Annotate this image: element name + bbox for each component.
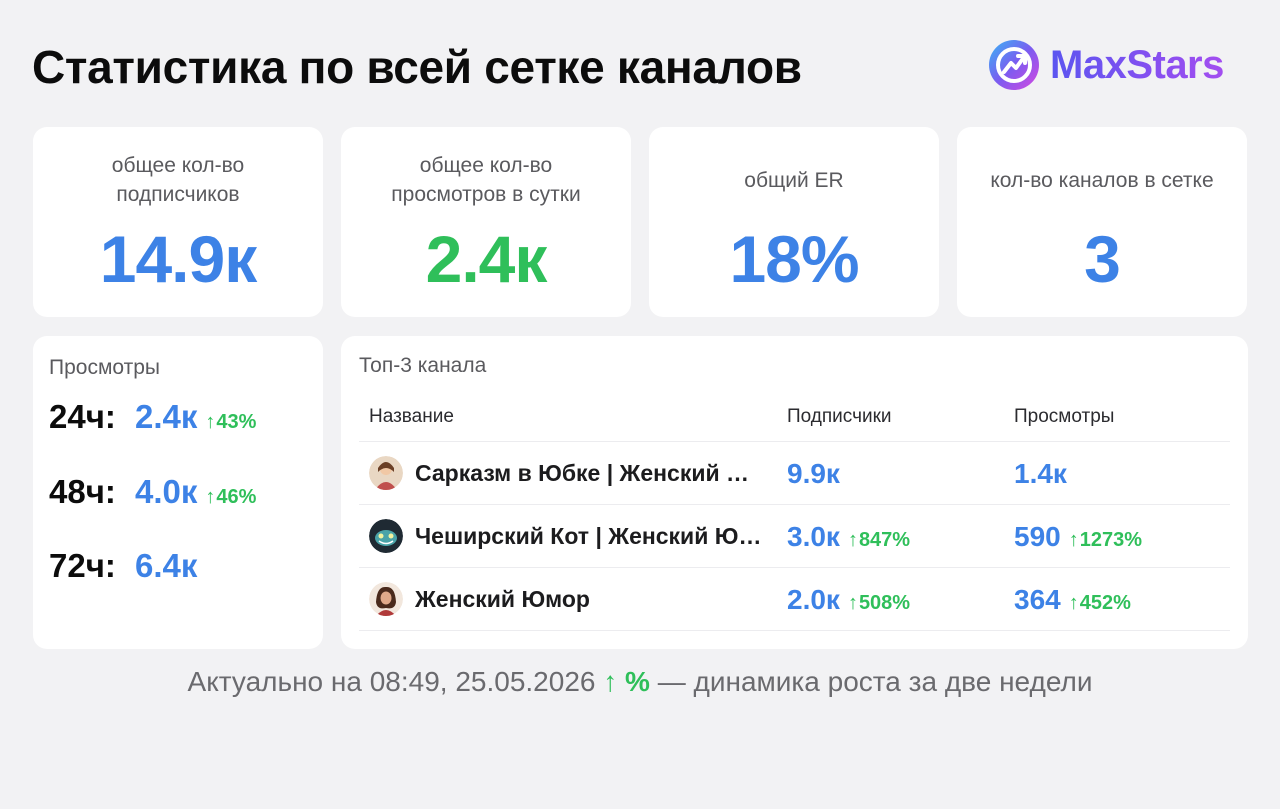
arrow-up-icon: ↑ xyxy=(205,486,216,508)
top-section-label: Топ-3 канала xyxy=(359,354,487,377)
brand-name: MaxStars xyxy=(1050,42,1224,87)
stat-label: общий ER xyxy=(744,168,844,192)
stat-card-daily-views: общее кол-во просмотров в сутки 2.4к xyxy=(341,127,631,317)
subscribers-value: 2.0к xyxy=(787,584,840,615)
views-row-24h: 24ч: 2.4к ↑43% xyxy=(49,398,256,436)
views-period: 48ч: xyxy=(49,473,116,510)
channel-name: Сарказм в Юбке | Женский Юмор xyxy=(415,460,765,486)
channel-name: Женский Юмор xyxy=(415,586,590,612)
views-value: 6.4к xyxy=(135,547,198,584)
table-row[interactable]: Чеширский Кот | Женский Юмор 3.0к ↑847% … xyxy=(359,505,1230,568)
stat-label: общее кол-во подписчиков xyxy=(111,154,245,206)
subscribers-value: 3.0к xyxy=(787,521,840,552)
table-header: Название Подписчики Просмотры xyxy=(359,388,1230,442)
views-value: 364 xyxy=(1014,584,1061,615)
views-period: 24ч: xyxy=(49,398,116,435)
cat-avatar-icon xyxy=(369,519,403,553)
stat-value: 3 xyxy=(1084,222,1121,296)
arrow-up-icon: ↑ xyxy=(847,592,858,614)
channel-name: Чеширский Кот | Женский Юмор xyxy=(415,523,765,549)
arrow-up-icon: ↑ xyxy=(1068,529,1079,551)
views-cell: 590 ↑1273% xyxy=(1014,521,1142,553)
growth-badge: ↑43% xyxy=(205,411,257,433)
page-title: Статистика по всей сетке каналов xyxy=(32,41,802,93)
column-header-subscribers: Подписчики xyxy=(787,406,892,427)
table-row[interactable]: Женский Юмор 2.0к ↑508% 364 ↑452% xyxy=(359,568,1230,631)
stat-card-subscribers: общее кол-во подписчиков 14.9к xyxy=(33,127,323,317)
top-channels-card: Топ-3 канала Название Подписчики Просмот… xyxy=(341,336,1248,649)
subscribers-cell: 9.9к xyxy=(787,458,840,490)
woman-portrait-avatar-icon xyxy=(369,582,403,616)
maxstars-logo-icon xyxy=(989,40,1039,90)
growth-badge: ↑847% xyxy=(847,529,911,551)
table-row[interactable]: Сарказм в Юбке | Женский Юмор 9.9к 1.4к xyxy=(359,442,1230,505)
views-value: 590 xyxy=(1014,521,1061,552)
subscribers-cell: 2.0к ↑508% xyxy=(787,584,910,616)
views-period: 72ч: xyxy=(49,547,116,584)
views-card: Просмотры 24ч: 2.4к ↑43% 48ч: 4.0к ↑46% … xyxy=(33,336,323,649)
stat-label: общее кол-во просмотров в сутки xyxy=(391,154,581,206)
stat-value: 14.9к xyxy=(99,222,258,296)
woman-avatar-icon xyxy=(369,456,403,490)
top-channels-table: Название Подписчики Просмотры Сарказм в … xyxy=(359,388,1230,631)
views-cell: 1.4к xyxy=(1014,458,1067,490)
views-row-72h: 72ч: 6.4к xyxy=(49,547,197,585)
footer-note: Актуально на 08:49, 25.05.2026 ↑ % — дин… xyxy=(0,666,1280,698)
views-cell: 364 ↑452% xyxy=(1014,584,1131,616)
views-value: 2.4к xyxy=(135,398,198,435)
column-header-views: Просмотры xyxy=(1014,406,1115,427)
stat-card-er: общий ER 18% xyxy=(649,127,939,317)
subscribers-value: 9.9к xyxy=(787,458,840,489)
views-value: 1.4к xyxy=(1014,458,1067,489)
subscribers-cell: 3.0к ↑847% xyxy=(787,521,910,553)
stat-label: кол-во каналов в сетке xyxy=(990,168,1214,192)
growth-badge: ↑452% xyxy=(1068,592,1131,614)
stat-value: 2.4к xyxy=(425,222,548,296)
growth-badge: ↑508% xyxy=(847,592,911,614)
footer-growth-legend: ↑ % xyxy=(603,666,650,697)
footer-timestamp: Актуально на 08:49, 25.05.2026 xyxy=(187,666,596,697)
views-row-48h: 48ч: 4.0к ↑46% xyxy=(49,473,256,511)
views-value: 4.0к xyxy=(135,473,198,510)
views-section-label: Просмотры xyxy=(49,356,160,379)
column-header-name: Название xyxy=(369,406,454,427)
growth-badge: ↑46% xyxy=(205,486,257,508)
arrow-up-icon: ↑ xyxy=(1068,592,1079,614)
brand-logo: MaxStars xyxy=(988,38,1224,92)
arrow-up-icon: ↑ xyxy=(205,411,216,433)
footer-description: — динамика роста за две недели xyxy=(657,666,1093,697)
growth-badge: ↑1273% xyxy=(1068,529,1142,551)
arrow-up-icon: ↑ xyxy=(847,529,858,551)
stat-card-channel-count: кол-во каналов в сетке 3 xyxy=(957,127,1247,317)
stat-value: 18% xyxy=(729,222,859,296)
